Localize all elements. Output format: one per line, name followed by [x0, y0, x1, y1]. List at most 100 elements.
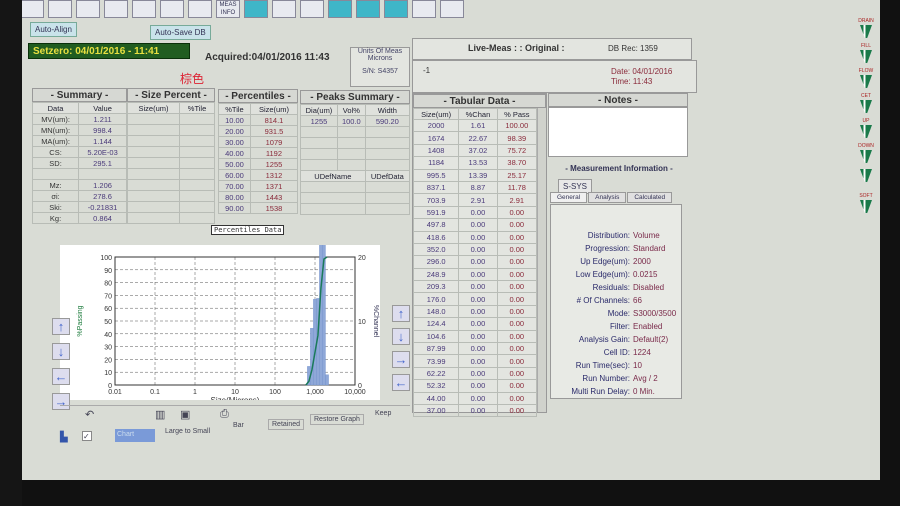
side-valve-icon[interactable]: DOWN — [857, 143, 875, 165]
tabular-cell: 0.00 — [496, 280, 538, 294]
column-header: Width — [364, 104, 411, 116]
left-arrow-icon[interactable]: ← — [52, 368, 70, 385]
chart-select[interactable]: Chart — [115, 429, 155, 442]
data-label: SD: — [31, 157, 80, 169]
info-row: Residuals: Disabled — [551, 281, 681, 294]
histogram-icon[interactable] — [104, 0, 128, 18]
run-id: -1 — [423, 66, 431, 75]
table-icon[interactable] — [132, 0, 156, 18]
table-row: Kg: 0.864 — [31, 212, 127, 224]
notes-textarea[interactable] — [548, 107, 688, 157]
list2-icon[interactable] — [76, 0, 100, 18]
side-valve-icon[interactable]: UP — [857, 118, 875, 140]
list-icon[interactable] — [48, 0, 72, 18]
table-row: 70.00 1371 — [218, 180, 299, 192]
curve-icon[interactable] — [272, 0, 296, 18]
tabular-cell: 0.00 — [496, 218, 538, 232]
tabular-cell: 837.1 — [412, 180, 460, 195]
udef-data-header: UDefData — [364, 170, 411, 182]
tabular-cell: 37.00 — [412, 403, 460, 418]
tab-general[interactable]: General — [550, 192, 588, 203]
y-tick-label: 20 — [104, 357, 112, 364]
left-arrow-icon[interactable]: ← — [392, 374, 410, 391]
info-label: Run Number: — [582, 374, 630, 383]
column-header: Size(um) — [249, 103, 299, 115]
column-header: Size(um) — [126, 102, 181, 114]
table-row: 20.00 931.5 — [218, 125, 299, 137]
setzero-icon[interactable] — [300, 0, 324, 18]
sample-icon[interactable] — [328, 0, 352, 18]
tabular-cell: 0.00 — [458, 403, 498, 418]
print-icon[interactable]: ⎙ — [220, 408, 229, 420]
tabular-cell: 0.00 — [458, 267, 498, 282]
table-row: 90.00 1538 — [218, 202, 299, 214]
y-axis-label: %Passing — [77, 305, 84, 336]
table-row — [31, 168, 127, 180]
tab-analysis[interactable]: Analysis — [588, 192, 627, 203]
down-arrow-icon[interactable]: ↓ — [392, 328, 410, 345]
tabular-cell: 0.00 — [458, 218, 498, 232]
size-value: 1538 — [249, 202, 299, 214]
tab-calculated[interactable]: Calculated — [627, 192, 673, 203]
bar-button[interactable]: Bar — [233, 422, 244, 429]
info-row: Distribution: Volume — [551, 229, 681, 242]
data-label: Mz: — [31, 179, 80, 191]
info-label: Analysis Gain: — [578, 335, 630, 344]
side-valve-icon[interactable]: FILL — [857, 43, 875, 65]
tabular-cell: 0.00 — [496, 366, 538, 381]
checkbox[interactable]: ✓ — [82, 431, 92, 441]
bar-chart-icon[interactable]: ▥ — [155, 409, 166, 421]
plus-minus-icon[interactable] — [356, 0, 380, 18]
tabular-table: Size(um) %Chan% Pass 2000 1.61 100.00 1674 22.… — [412, 108, 538, 418]
side-valve-icon[interactable] — [857, 168, 875, 190]
side-valve-icon[interactable]: FLOW — [857, 68, 875, 90]
order-button[interactable]: Large to Small — [165, 428, 211, 435]
info-row: Cell ID: 1224 — [551, 346, 681, 359]
setzero-status[interactable]: Setzero: 04/01/2016 - 11:41 — [28, 43, 190, 59]
info-value: 0.0215 — [633, 270, 658, 279]
side-valve-icon[interactable]: CET — [857, 93, 875, 115]
up-arrow-icon[interactable]: ↑ — [52, 318, 70, 335]
report-icon[interactable] — [160, 0, 184, 18]
right-arrow-icon[interactable]: → — [392, 351, 410, 368]
info-label: Progression: — [585, 244, 630, 253]
sample-title: 棕色 — [180, 72, 205, 86]
down-arrow-icon[interactable]: ↓ — [52, 343, 70, 360]
table-row: 352.0 0.00 0.00 — [412, 242, 538, 257]
info-row: Progression: Standard — [551, 242, 681, 255]
retained-button[interactable]: Retained — [268, 419, 305, 430]
tabular-scrollbar[interactable] — [537, 108, 546, 412]
data-value — [78, 168, 127, 180]
side-valve-icon[interactable]: SOFT — [857, 193, 875, 215]
undo-icon[interactable]: ↶ — [85, 409, 95, 421]
print-icon[interactable] — [440, 0, 464, 18]
table-row: σi: 278.6 — [31, 190, 127, 202]
histogram-toggle-icon[interactable]: ▙ — [60, 432, 68, 443]
tabular-cell: 497.8 — [412, 218, 460, 232]
save-icon[interactable]: ▣ — [180, 409, 191, 421]
graph-icon[interactable] — [188, 0, 212, 18]
measurement-panel: - Measurement Information - S-SYS Genera… — [548, 164, 690, 404]
table-row — [126, 179, 215, 191]
meas-info-icon[interactable]: MEAS INFO — [216, 0, 240, 18]
grid-icon[interactable] — [20, 0, 44, 18]
peaks-title: - Peaks Summary - — [300, 90, 410, 104]
up-arrow-icon[interactable]: ↑ — [392, 305, 410, 322]
window-icon[interactable] — [244, 0, 268, 18]
data-value: 1.206 — [78, 179, 127, 191]
auto-save-db-button[interactable]: Auto-Save DB — [150, 25, 211, 40]
x-tick-label: 0.1 — [150, 389, 160, 396]
tabular-cell: 11.78 — [496, 180, 538, 195]
disabled-icon[interactable] — [412, 0, 436, 18]
auto-align-button[interactable]: Auto-Align — [30, 22, 77, 37]
tabular-cell: 352.0 — [412, 242, 460, 257]
restore-graph-button[interactable]: Restore Graph — [310, 414, 364, 425]
table-row — [126, 113, 215, 125]
size-value: 1079 — [249, 136, 299, 148]
table-row: 87.99 0.00 0.00 — [412, 342, 538, 356]
keep-button[interactable]: Keep — [375, 410, 392, 417]
side-valve-icon[interactable]: DRAIN — [857, 18, 875, 40]
stat-icon[interactable] — [384, 0, 408, 18]
table-row: 176.0 0.00 0.00 — [412, 292, 538, 306]
table-row: 418.6 0.00 0.00 — [412, 230, 538, 244]
